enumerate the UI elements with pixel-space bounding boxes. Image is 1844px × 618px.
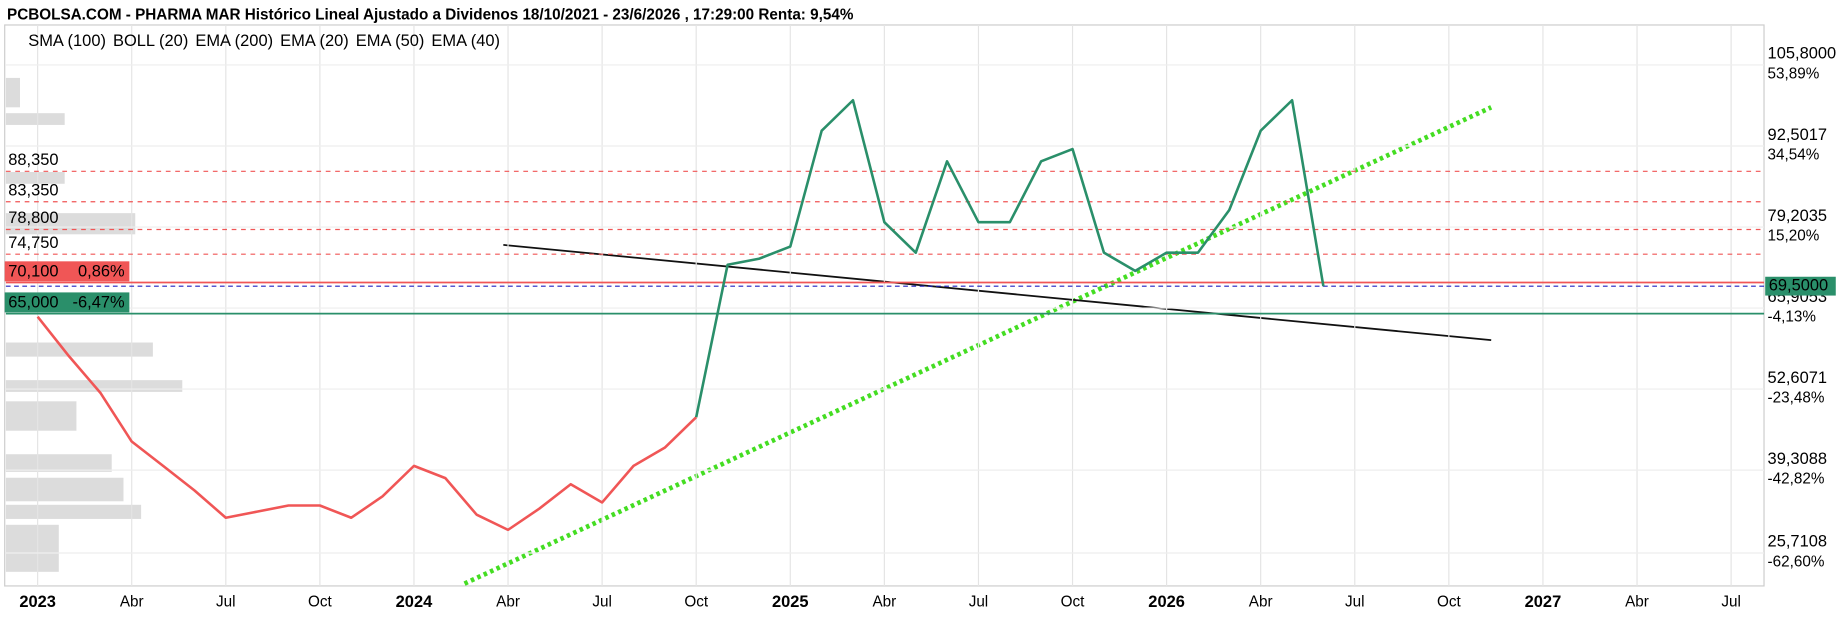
x-tick-label: Oct (1437, 593, 1462, 610)
y2-tick-label: -42,82% (1768, 471, 1825, 488)
level-box (4, 292, 130, 313)
x-tick-label: 2027 (1525, 593, 1562, 611)
x-tick-label: Abr (496, 593, 520, 610)
x-tick-label: Abr (872, 593, 896, 610)
x-tick-label: 2025 (772, 593, 809, 611)
last-price-box (1765, 276, 1836, 296)
x-tick-label: 2023 (19, 593, 56, 611)
x-tick-label: Oct (684, 593, 709, 610)
y2-tick-label: 53,89% (1768, 65, 1820, 82)
y-tick-label: 79,2035 (1768, 207, 1827, 225)
level-change: -6,47% (73, 293, 126, 311)
x-tick-label: Oct (308, 593, 333, 610)
x-tick-label: Jul (969, 593, 989, 610)
x-tick-label: Abr (1249, 593, 1273, 610)
layer: 2023 Abr Jul Oct 2024 Abr Jul Oct 2025 Abr Jul Oct 2… (4, 24, 1837, 611)
x-tick-label: Abr (1625, 593, 1649, 610)
y-tick-label: 39,3088 (1768, 450, 1827, 468)
x-tick-label: Jul (216, 593, 236, 610)
legend-entry: EMA (50) (356, 32, 425, 50)
level-label: 78,800 (8, 209, 58, 227)
legend-entry: EMA (200) (195, 32, 273, 50)
legend-entry: EMA (40) (431, 32, 500, 50)
x-tick-label: 2026 (1148, 593, 1185, 611)
level-label: 74,750 (8, 234, 58, 252)
x-tick-label: Jul (592, 593, 612, 610)
level-label: 83,350 (8, 182, 58, 200)
price-line (694, 98, 1325, 418)
legend-entry: BOLL (20) (113, 32, 188, 50)
price-line (36, 315, 698, 532)
x-tick-label: Jul (1721, 593, 1741, 610)
y2-tick-label: -4,13% (1768, 309, 1817, 326)
y-tick-label: 52,6071 (1768, 369, 1827, 387)
level-box (4, 261, 130, 282)
x-tick-label: Jul (1345, 593, 1365, 610)
legend-entry: SMA (100) (28, 32, 106, 50)
level-label: 70,100 (8, 262, 58, 280)
level-label: 88,350 (8, 151, 58, 169)
y-tick-label: 105,8000 (1768, 45, 1837, 63)
x-tick-label: Abr (120, 593, 144, 610)
y2-tick-label: 34,54% (1768, 146, 1820, 163)
last-price-label: 69,5000 (1769, 276, 1828, 294)
y-tick-label: 25,7108 (1768, 533, 1827, 551)
level-label: 65,000 (8, 293, 58, 311)
level-change: 0,86% (78, 262, 125, 280)
y2-tick-label: 15,20% (1768, 228, 1820, 245)
y2-tick-label: -23,48% (1768, 390, 1825, 407)
trend-line (503, 244, 1492, 342)
x-tick-label: 2024 (396, 593, 433, 611)
chart-title: PCBOLSA.COM - PHARMA MAR Histórico Linea… (7, 7, 854, 24)
y-tick-label: 92,5017 (1768, 126, 1827, 144)
x-tick-label: Oct (1061, 593, 1086, 610)
legend-entry: EMA (20) (280, 32, 349, 50)
y2-tick-label: -62,60% (1768, 553, 1825, 570)
